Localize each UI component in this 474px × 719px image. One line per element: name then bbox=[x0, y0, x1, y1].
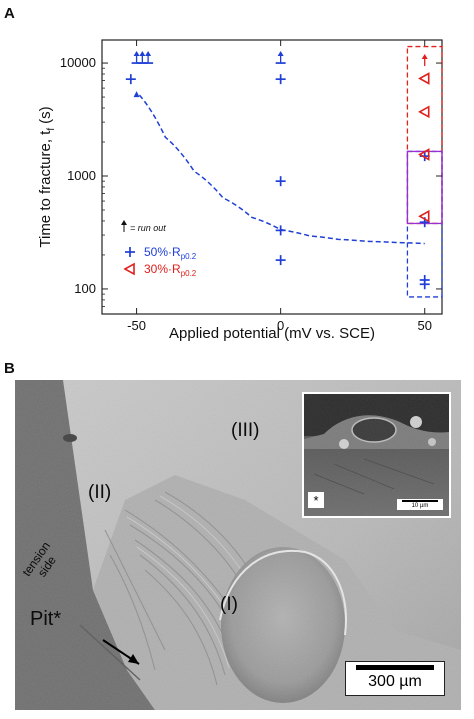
legend-label-sub: p0.2 bbox=[181, 252, 197, 261]
y-tick-label: 100 bbox=[74, 281, 96, 296]
region-i-label: (I) bbox=[220, 594, 238, 615]
y-tick-label: 10000 bbox=[60, 55, 96, 70]
data-point-plus bbox=[125, 247, 135, 257]
y-axis-label-unit: (s) bbox=[37, 106, 54, 124]
data-point-triangle bbox=[418, 148, 430, 161]
highlight-box bbox=[406, 45, 443, 225]
inset-micrograph: * 10 µm bbox=[302, 392, 451, 518]
sem-micrograph: (III) (II) (I) tension side Pit* * 10 µm… bbox=[15, 380, 461, 710]
pit-label: Pit* bbox=[30, 608, 62, 630]
data-point-triangle bbox=[123, 262, 135, 276]
legend-entry-label: 30%·Rp0.2 bbox=[144, 262, 197, 278]
x-tick-label: 50 bbox=[417, 318, 431, 333]
scalebar-line bbox=[356, 665, 434, 670]
legend-label-main: 50%·R bbox=[144, 245, 181, 259]
runout-arrow bbox=[421, 54, 428, 67]
inset-scalebar-line bbox=[402, 500, 438, 502]
inset-scalebar-text: 10 µm bbox=[411, 503, 429, 509]
data-point-triangle bbox=[418, 209, 430, 223]
x-tick-label: 0 bbox=[277, 318, 284, 333]
y-tick-label: 1000 bbox=[67, 168, 96, 183]
inset-scalebar: 10 µm bbox=[397, 499, 443, 510]
legend-label-main: 30%·R bbox=[144, 262, 181, 276]
runout-arrow bbox=[139, 51, 146, 64]
y-axis-label-main: Time to fracture, t bbox=[37, 130, 54, 248]
scalebar-text: 300 µm bbox=[368, 673, 422, 690]
data-point-plus bbox=[125, 74, 136, 85]
y-axis-label: Time to fracture, tf (s) bbox=[37, 106, 57, 247]
runout-note: = run out bbox=[121, 220, 166, 233]
data-point-plus bbox=[275, 74, 286, 85]
region-ii-label: (II) bbox=[88, 482, 112, 503]
data-point-triangle bbox=[418, 105, 430, 119]
legend-label-sub: p0.2 bbox=[181, 269, 197, 278]
y-axis-label-sub: f bbox=[46, 128, 57, 131]
panel-b-letter: B bbox=[4, 360, 15, 377]
trend-start-arrow bbox=[133, 91, 140, 98]
inset-image bbox=[304, 394, 449, 516]
x-tick-label: -50 bbox=[127, 318, 146, 333]
runout-note-text: = run out bbox=[130, 223, 166, 233]
trend-line bbox=[138, 94, 425, 245]
panel-a-letter: A bbox=[4, 5, 15, 22]
legend-entry-label: 50%·Rp0.2 bbox=[144, 245, 197, 261]
x-axis-label: Applied potential (mV vs. SCE) bbox=[169, 325, 375, 342]
data-point-plus bbox=[419, 279, 430, 290]
region-iii-label: (III) bbox=[231, 420, 260, 441]
scalebar: 300 µm bbox=[345, 661, 445, 696]
data-point-triangle bbox=[418, 72, 430, 85]
data-point-plus bbox=[275, 255, 286, 266]
data-point-plus bbox=[275, 225, 286, 236]
runout-arrow bbox=[145, 51, 152, 64]
inset-star-marker: * bbox=[308, 492, 324, 508]
data-point-plus bbox=[275, 176, 286, 187]
runout-arrow bbox=[277, 51, 284, 64]
runout-arrow bbox=[133, 51, 140, 64]
